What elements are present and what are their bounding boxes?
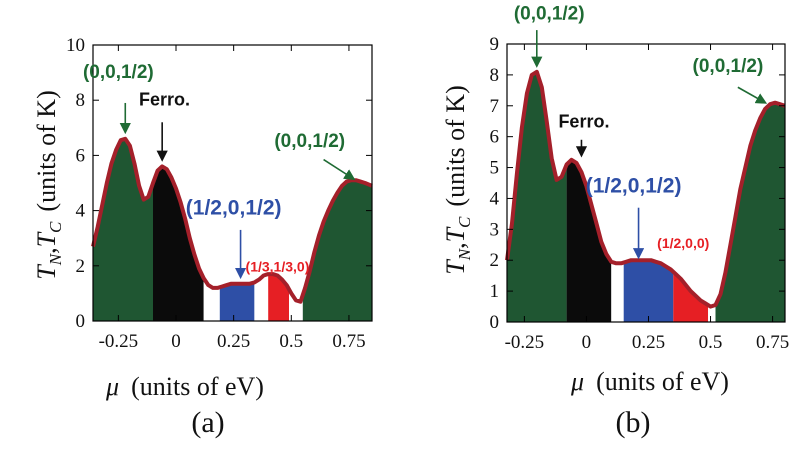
phase-region	[611, 261, 624, 322]
x-axis-unit: (units of eV)	[131, 372, 264, 401]
y-tick-label: 6	[490, 127, 500, 148]
x-axis-label: μ (units of eV)	[570, 367, 729, 396]
panel-label: (a)	[191, 406, 224, 439]
y-axis-sub1: N	[46, 252, 65, 266]
phase-region	[708, 305, 716, 322]
y-tick-label: 1	[490, 281, 500, 302]
y-tick-label: 0	[76, 311, 86, 332]
phase-annotations: (0,0,1/2) Ferro. (1/2,0,1/2) (1/2,0,0) (0,0,…	[514, 3, 768, 260]
y-tick-label: 2	[490, 250, 500, 271]
x-axis-symbol: μ	[105, 372, 119, 401]
y-tick-label: 7	[490, 96, 500, 117]
y-tick-label: 10	[66, 35, 85, 56]
phase-region	[254, 274, 269, 321]
x-tick-label: 0.5	[699, 332, 723, 353]
panel-label: (b)	[616, 406, 651, 439]
phase-region	[566, 159, 612, 322]
y-axis-sep: ,	[441, 242, 470, 249]
phase-region	[302, 180, 372, 321]
y-tick-label: 8	[490, 65, 500, 86]
y-axis-symbol: T	[441, 259, 470, 275]
y-tick-label: 3	[490, 219, 500, 240]
annotation-arrow	[323, 158, 356, 181]
phase-region	[268, 274, 289, 321]
transition-curve	[91, 136, 373, 304]
y-axis-sub2: C	[455, 216, 474, 228]
phase-label: (0,0,1/2)	[83, 62, 154, 83]
x-tick-label: 0	[171, 331, 181, 352]
phase-annotations: (0,0,1/2) Ferro. (1/2,0,1/2) (1/3,1/3,0) (0,…	[83, 62, 356, 280]
phase-label: Ferro.	[139, 90, 190, 110]
phase-label: Ferro.	[558, 111, 609, 131]
phase-label: (1/2,0,1/2)	[186, 197, 282, 220]
x-tick-label: 0.75	[332, 331, 365, 352]
y-tick-label: 2	[76, 256, 86, 277]
y-tick-label: 0	[490, 312, 500, 333]
phase-label: (0,0,1/2)	[274, 131, 345, 152]
x-tick-label: 0.5	[279, 331, 303, 352]
panel-a: -0.25 0 0.25 0.5 0.75 0 2 4 6 8 10 (0,0,1/2) Ferro.…	[32, 35, 373, 439]
y-axis-label: TN,TC(units of K)	[441, 85, 474, 274]
phase-label: (1/2,0,0)	[657, 235, 709, 251]
y-axis-unit: (units of K)	[441, 85, 470, 206]
y-tick-label: 5	[490, 158, 500, 179]
x-tick-label: 0	[582, 332, 592, 353]
transition-curve	[505, 69, 786, 309]
phase-label: (1/2,0,1/2)	[586, 174, 682, 197]
phase-label: (1/3,1/3,0)	[246, 258, 310, 274]
x-tick-label: -0.25	[99, 331, 139, 352]
x-tick-label: 0.75	[756, 332, 789, 353]
phase-label: (0,0,1/2)	[693, 56, 764, 77]
phase-region	[219, 282, 255, 321]
y-tick-label: 8	[76, 90, 86, 111]
x-axis-symbol: μ	[570, 367, 584, 396]
y-tick-label: 6	[76, 145, 86, 166]
phase-region	[673, 271, 709, 322]
x-tick-label: 0.25	[217, 331, 250, 352]
y-tick-label: 4	[76, 201, 86, 222]
phase-region	[715, 102, 785, 322]
plot-frame	[92, 44, 373, 322]
x-axis-unit: (units of eV)	[596, 367, 729, 396]
phase-label: (0,0,1/2)	[514, 3, 585, 24]
y-tick-label: 9	[490, 34, 500, 55]
phase-region	[153, 166, 204, 321]
phase-region	[93, 138, 153, 321]
x-tick-label: -0.25	[505, 332, 545, 353]
y-axis-label: TN,TC(units of K)	[32, 90, 65, 279]
y-axis-unit: (units of K)	[32, 90, 61, 211]
annotation-arrow	[737, 86, 768, 104]
y-axis-symbol-2: T	[32, 231, 61, 247]
plot-frame	[506, 43, 786, 323]
y-tick-label: 4	[490, 188, 500, 209]
phase-region	[623, 260, 674, 322]
x-axis-label: μ (units of eV)	[105, 372, 264, 401]
y-axis-sub2: C	[46, 221, 65, 233]
y-axis-sub1: N	[455, 247, 474, 261]
x-tick-label: 0.25	[632, 332, 665, 353]
y-axis-sep: ,	[32, 247, 61, 254]
y-axis-symbol: T	[32, 264, 61, 280]
y-axis-symbol-2: T	[441, 226, 470, 242]
axes: -0.25 0 0.25 0.5 0.75 0 2 4 6 8 10	[66, 35, 372, 352]
